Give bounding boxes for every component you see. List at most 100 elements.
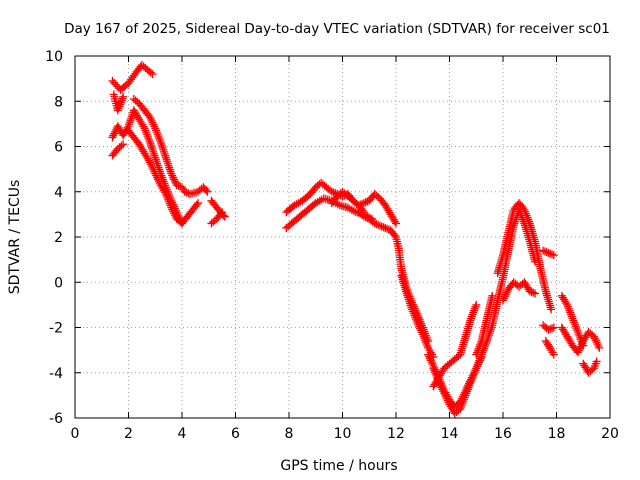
data-point: [544, 248, 553, 257]
data-point: [166, 167, 175, 176]
data-point: [570, 318, 579, 327]
data-point: [218, 208, 227, 217]
data-point: [119, 92, 128, 101]
data-point: [570, 320, 579, 329]
data-point: [521, 209, 530, 218]
x-tick-label: 10: [334, 426, 352, 442]
data-point: [567, 312, 576, 321]
data-point: [166, 201, 175, 210]
data-point: [147, 162, 156, 171]
data-point: [148, 118, 157, 127]
data-point: [425, 354, 434, 363]
data-point: [147, 143, 156, 152]
tick-labels: 0 2 4 6 8 10 12 14 16 18 20 -6 -4 -2 0 2 4 6 8 10: [45, 49, 619, 442]
data-point: [443, 396, 452, 405]
data-point: [566, 308, 575, 317]
y-tick-label: 10: [45, 49, 63, 65]
data-point: [146, 139, 155, 148]
data-point: [456, 403, 465, 412]
data-point: [146, 68, 155, 77]
data-point: [164, 161, 173, 170]
chart-title: Day 167 of 2025, Sidereal Day-to-day VTE…: [64, 21, 610, 37]
data-point: [149, 165, 158, 174]
x-tick-label: 20: [601, 426, 619, 442]
data-point: [563, 300, 572, 309]
data-point: [110, 129, 119, 138]
data-point: [155, 179, 164, 188]
data-point: [547, 305, 556, 314]
data-point: [359, 199, 368, 208]
data-point: [549, 350, 558, 359]
data-point: [544, 325, 553, 334]
data-point: [423, 341, 432, 350]
data-point: [427, 358, 436, 367]
data-point: [161, 153, 170, 162]
data-point: [476, 352, 485, 361]
data-point: [471, 302, 480, 311]
x-tick-label: 6: [231, 426, 240, 442]
data-point: [577, 340, 586, 349]
data-point: [412, 317, 421, 326]
data-point: [154, 177, 163, 186]
data-point: [142, 128, 151, 137]
data-point: [160, 188, 169, 197]
data-point: [466, 314, 475, 323]
data-point: [144, 134, 153, 143]
data-point: [118, 94, 127, 103]
data-point: [192, 200, 201, 209]
data-point: [411, 313, 420, 322]
data-point: [444, 398, 453, 407]
data-point: [469, 370, 478, 379]
data-point: [564, 304, 573, 313]
data-point: [140, 124, 149, 133]
data-point: [152, 157, 161, 166]
data-point: [182, 188, 191, 197]
data-point: [573, 328, 582, 337]
data-point: [145, 158, 154, 167]
y-tick-label: 0: [54, 275, 63, 291]
data-point: [145, 113, 154, 122]
x-tick-label: 16: [494, 426, 512, 442]
data-point: [163, 157, 172, 166]
data-point: [472, 364, 481, 373]
x-tick-label: 0: [71, 426, 80, 442]
data-point: [466, 377, 475, 386]
data-point: [591, 336, 600, 345]
data-point: [416, 326, 425, 335]
data-point: [548, 250, 557, 259]
data-point: [548, 324, 557, 333]
data-point: [154, 132, 163, 141]
data-point: [440, 389, 449, 398]
data-point: [470, 304, 479, 313]
data-point: [294, 199, 303, 208]
data-point: [595, 343, 604, 352]
data-point: [125, 120, 134, 129]
data-point: [529, 288, 538, 297]
data-point: [168, 171, 177, 180]
data-point: [549, 323, 558, 332]
data-point: [167, 169, 176, 178]
data-point: [168, 205, 177, 214]
data-point: [216, 209, 225, 218]
data-point: [572, 324, 581, 333]
data-point: [150, 151, 159, 160]
data-point: [359, 212, 368, 221]
data-point: [467, 312, 476, 321]
data-point: [402, 289, 411, 298]
data-point: [408, 305, 417, 314]
data-point: [422, 339, 431, 348]
y-tick-label: 8: [54, 94, 63, 110]
data-point: [522, 211, 531, 220]
y-tick-label: 6: [54, 140, 63, 156]
data-point: [565, 306, 574, 315]
data-point: [404, 295, 413, 304]
data-point: [574, 329, 583, 338]
data-point: [590, 334, 599, 343]
data-point: [165, 197, 174, 206]
x-tick-label: 18: [548, 426, 566, 442]
data-point: [374, 220, 383, 229]
data-point: [462, 389, 471, 398]
data-point: [327, 187, 336, 196]
data-point: [575, 331, 584, 340]
